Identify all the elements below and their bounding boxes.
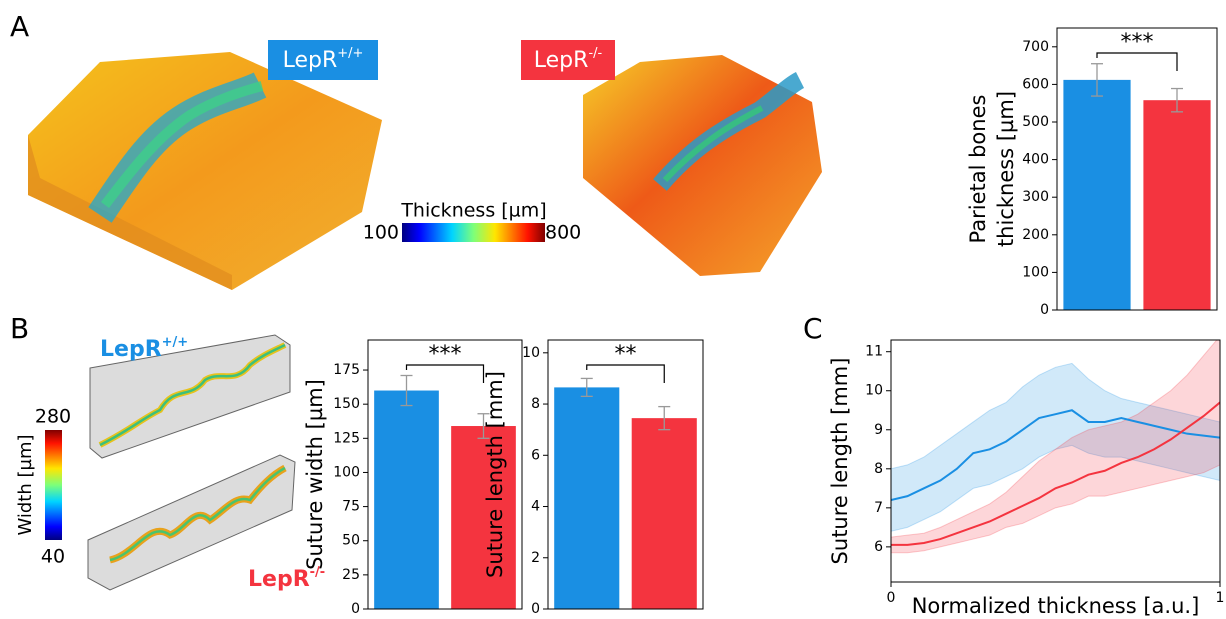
y-tick-label: 8 (531, 396, 540, 412)
colorbar-label: 100 (363, 222, 399, 244)
y-tick-label: 25 (342, 567, 360, 583)
y-tick-label: 10 (865, 383, 883, 399)
y-tick-label: 7 (874, 500, 883, 516)
colorbar (402, 223, 545, 242)
y-tick-label: 4 (531, 499, 540, 515)
rendering-wt (28, 52, 382, 290)
bar (1063, 80, 1130, 310)
x-tick-label: 1 (1216, 590, 1225, 606)
y-tick-label: 150 (333, 396, 360, 412)
y-tick-label: 100 (1022, 264, 1049, 280)
y-axis-label: Suture width [µm] (303, 379, 327, 570)
colorbar-label: 40 (41, 546, 65, 568)
y-tick-label: 200 (1022, 227, 1049, 243)
significance-label: ** (615, 342, 637, 367)
panel-label: A (10, 10, 29, 43)
panel-label: C (803, 312, 823, 345)
significance-label: *** (429, 342, 462, 367)
y-axis-label: Suture length [mm] (828, 358, 852, 565)
rendering-ko (583, 55, 822, 276)
y-tick-label: 0 (351, 601, 360, 617)
colorbar-title: Width [µm] (15, 434, 36, 535)
y-tick-label: 125 (333, 430, 360, 446)
y-tick-label: 11 (865, 344, 883, 360)
y-tick-label: 50 (342, 533, 360, 549)
y-tick-label: 10 (522, 345, 540, 361)
y-tick-label: 6 (874, 539, 883, 555)
x-axis-label: Normalized thickness [a.u.] (912, 594, 1200, 618)
y-tick-label: 9 (874, 422, 883, 438)
y-tick-label: 75 (342, 499, 360, 515)
y-tick-label: 700 (1022, 39, 1049, 55)
colorbar-label: 800 (545, 222, 581, 244)
bar (1143, 100, 1210, 310)
y-tick-label: 100 (333, 464, 360, 480)
y-tick-label: 400 (1022, 152, 1049, 168)
y-tick-label: 2 (531, 550, 540, 566)
y-tick-label: 6 (531, 447, 540, 463)
y-axis-label: Suture length [mm] (483, 371, 507, 578)
significance-bracket (587, 365, 665, 383)
bar (374, 391, 439, 609)
y-tick-label: 175 (333, 362, 360, 378)
y-tick-label: 600 (1022, 76, 1049, 92)
x-tick-label: 0 (887, 590, 896, 606)
y-tick-label: 500 (1022, 114, 1049, 130)
significance-bracket (1097, 53, 1177, 71)
figure: LepR+/+ LepR-/- Thickness [µm] 100 800 L… (0, 0, 1226, 619)
y-tick-label: 0 (531, 601, 540, 617)
y-tick-label: 300 (1022, 189, 1049, 205)
bar (554, 387, 619, 609)
panel-label: B (10, 312, 29, 345)
colorbar (45, 430, 62, 540)
y-tick-label: 8 (874, 461, 883, 477)
colorbar-label: 280 (35, 406, 71, 428)
colorbar-title: Thickness [µm] (400, 200, 546, 222)
y-axis-label: thickness [µm] (994, 91, 1018, 247)
bar (632, 418, 697, 609)
significance-bracket (407, 365, 484, 383)
y-tick-label: 0 (1040, 302, 1049, 318)
y-axis-label: Parietal bones (966, 95, 990, 244)
significance-label: *** (1121, 30, 1154, 55)
